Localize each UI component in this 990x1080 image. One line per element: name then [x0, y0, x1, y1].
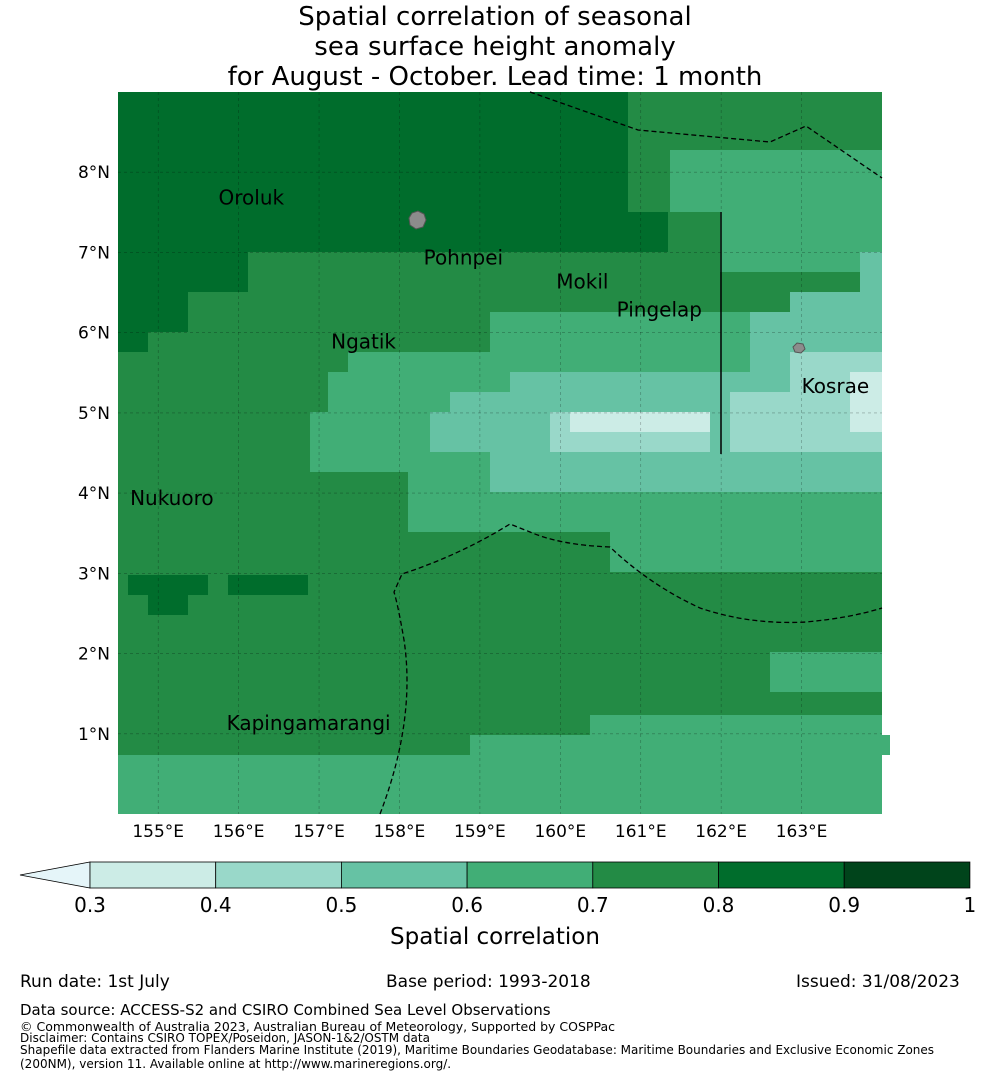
colorbar-tick-label: 0.3	[74, 893, 106, 917]
place-label: Nukuoro	[130, 486, 214, 510]
correlation-cell	[118, 292, 188, 332]
correlation-cell	[570, 412, 710, 432]
x-tick-label: 162°E	[695, 822, 747, 842]
y-tick-label: 7°N	[78, 243, 110, 263]
eez-boundaries	[379, 91, 883, 815]
colorbar-tick-label: 0.8	[703, 893, 735, 917]
colorbar-segment	[89, 861, 217, 889]
colorbar-segment	[215, 861, 342, 889]
correlation-cell	[118, 92, 628, 212]
correlation-map: Oroluk Pohnpei Mokil Pingelap Ngatik Kosrae Nu…	[19, 91, 977, 950]
y-tick-label: 8°N	[78, 163, 110, 183]
colorbar-tick-label: 1	[964, 893, 977, 917]
disclaimer: Disclaimer: Contains CSIRO TOPEX/Poseido…	[20, 1031, 430, 1045]
place-label: Pingelap	[617, 298, 702, 322]
copyright: © Commonwealth of Australia 2023, Austra…	[20, 1019, 615, 1034]
chart-title: Spatial correlation of seasonal sea surf…	[0, 2, 990, 92]
correlation-cell	[118, 212, 668, 252]
x-tick-label: 158°E	[374, 822, 426, 842]
y-tick-label: 6°N	[78, 324, 110, 344]
x-tick-label: 163°E	[776, 822, 828, 842]
colorbar: 0.3 0.4 0.5 0.6 0.7 0.8 0.9 1	[19, 861, 977, 917]
run-date: Run date: 1st July	[20, 972, 170, 992]
place-label: Pohnpei	[424, 245, 504, 269]
place-labels: Oroluk Pohnpei Mokil Pingelap Ngatik Kosrae Nu…	[130, 185, 869, 734]
correlation-cell	[860, 252, 882, 292]
correlation-cell	[610, 532, 882, 572]
correlation-cell	[228, 575, 308, 595]
place-label: Oroluk	[219, 185, 285, 209]
place-label: Ngatik	[331, 330, 396, 354]
eez-boundary-south	[379, 523, 883, 815]
kosrae-island-shape	[792, 342, 806, 354]
correlation-cell	[670, 150, 882, 212]
correlation-cell	[850, 372, 882, 432]
colorbar-extend-arrow	[19, 861, 91, 889]
title-line-3: for August - October. Lead time: 1 month	[227, 62, 763, 92]
colorbar-tick-label: 0.6	[451, 893, 483, 917]
correlation-cell	[880, 152, 882, 212]
data-source: Data source: ACCESS-S2 and CSIRO Combine…	[20, 1001, 551, 1019]
x-tick-label: 156°E	[213, 822, 265, 842]
shapefile-credit-2: (200NM), version 11. Available online at…	[20, 1057, 452, 1071]
islands	[408, 210, 806, 354]
correlation-cell	[770, 652, 882, 692]
x-tick-label: 155°E	[132, 822, 184, 842]
shapefile-credit-1: Shapefile data extracted from Flanders M…	[20, 1043, 935, 1057]
title-line-1: Spatial correlation of seasonal	[298, 2, 692, 32]
issued-date: Issued: 31/08/2023	[796, 972, 960, 992]
pohnpei-island-shape	[408, 210, 427, 230]
place-label: Mokil	[556, 270, 608, 294]
x-tick-label: 160°E	[534, 822, 586, 842]
correlation-grid	[118, 92, 890, 814]
colorbar-tick-label: 0.5	[325, 893, 357, 917]
correlation-cell	[118, 332, 148, 352]
correlation-cell	[430, 412, 560, 452]
gridlines	[118, 92, 882, 814]
colorbar-tick-label: 0.7	[577, 893, 609, 917]
eez-boundary-north	[529, 91, 883, 179]
colorbar-segment	[466, 861, 594, 889]
correlation-cell	[530, 472, 882, 492]
x-tick-label: 157°E	[293, 822, 345, 842]
y-axis-ticks: 8°N 7°N 6°N 5°N 4°N 3°N 2°N 1°N	[78, 163, 110, 745]
colorbar-label: Spatial correlation	[390, 924, 600, 950]
colorbar-segment	[592, 861, 719, 889]
correlation-cell	[148, 595, 188, 615]
y-tick-label: 1°N	[78, 725, 110, 745]
correlation-cell	[590, 715, 882, 755]
place-label: Kapingamarangi	[227, 711, 391, 735]
colorbar-segment	[718, 861, 845, 889]
x-tick-label: 159°E	[454, 822, 506, 842]
x-tick-label: 161°E	[615, 822, 667, 842]
colorbar-segment	[340, 861, 468, 889]
correlation-cell	[128, 575, 208, 595]
colorbar-tick-label: 0.9	[828, 893, 860, 917]
colorbar-segment	[843, 861, 971, 889]
correlation-cell	[118, 252, 248, 292]
correlation-cell	[118, 755, 882, 814]
y-tick-label: 4°N	[78, 484, 110, 504]
x-axis-ticks: 155°E 156°E 157°E 158°E 159°E 160°E 161°E 162°E…	[132, 822, 827, 842]
y-tick-label: 2°N	[78, 645, 110, 665]
title-line-2: sea surface height anomaly	[314, 32, 676, 62]
y-tick-label: 5°N	[78, 404, 110, 424]
place-label: Kosrae	[802, 374, 870, 398]
y-tick-label: 3°N	[78, 564, 110, 584]
base-period: Base period: 1993-2018	[386, 972, 591, 992]
correlation-cell	[720, 212, 882, 272]
colorbar-tick-label: 0.4	[200, 893, 232, 917]
